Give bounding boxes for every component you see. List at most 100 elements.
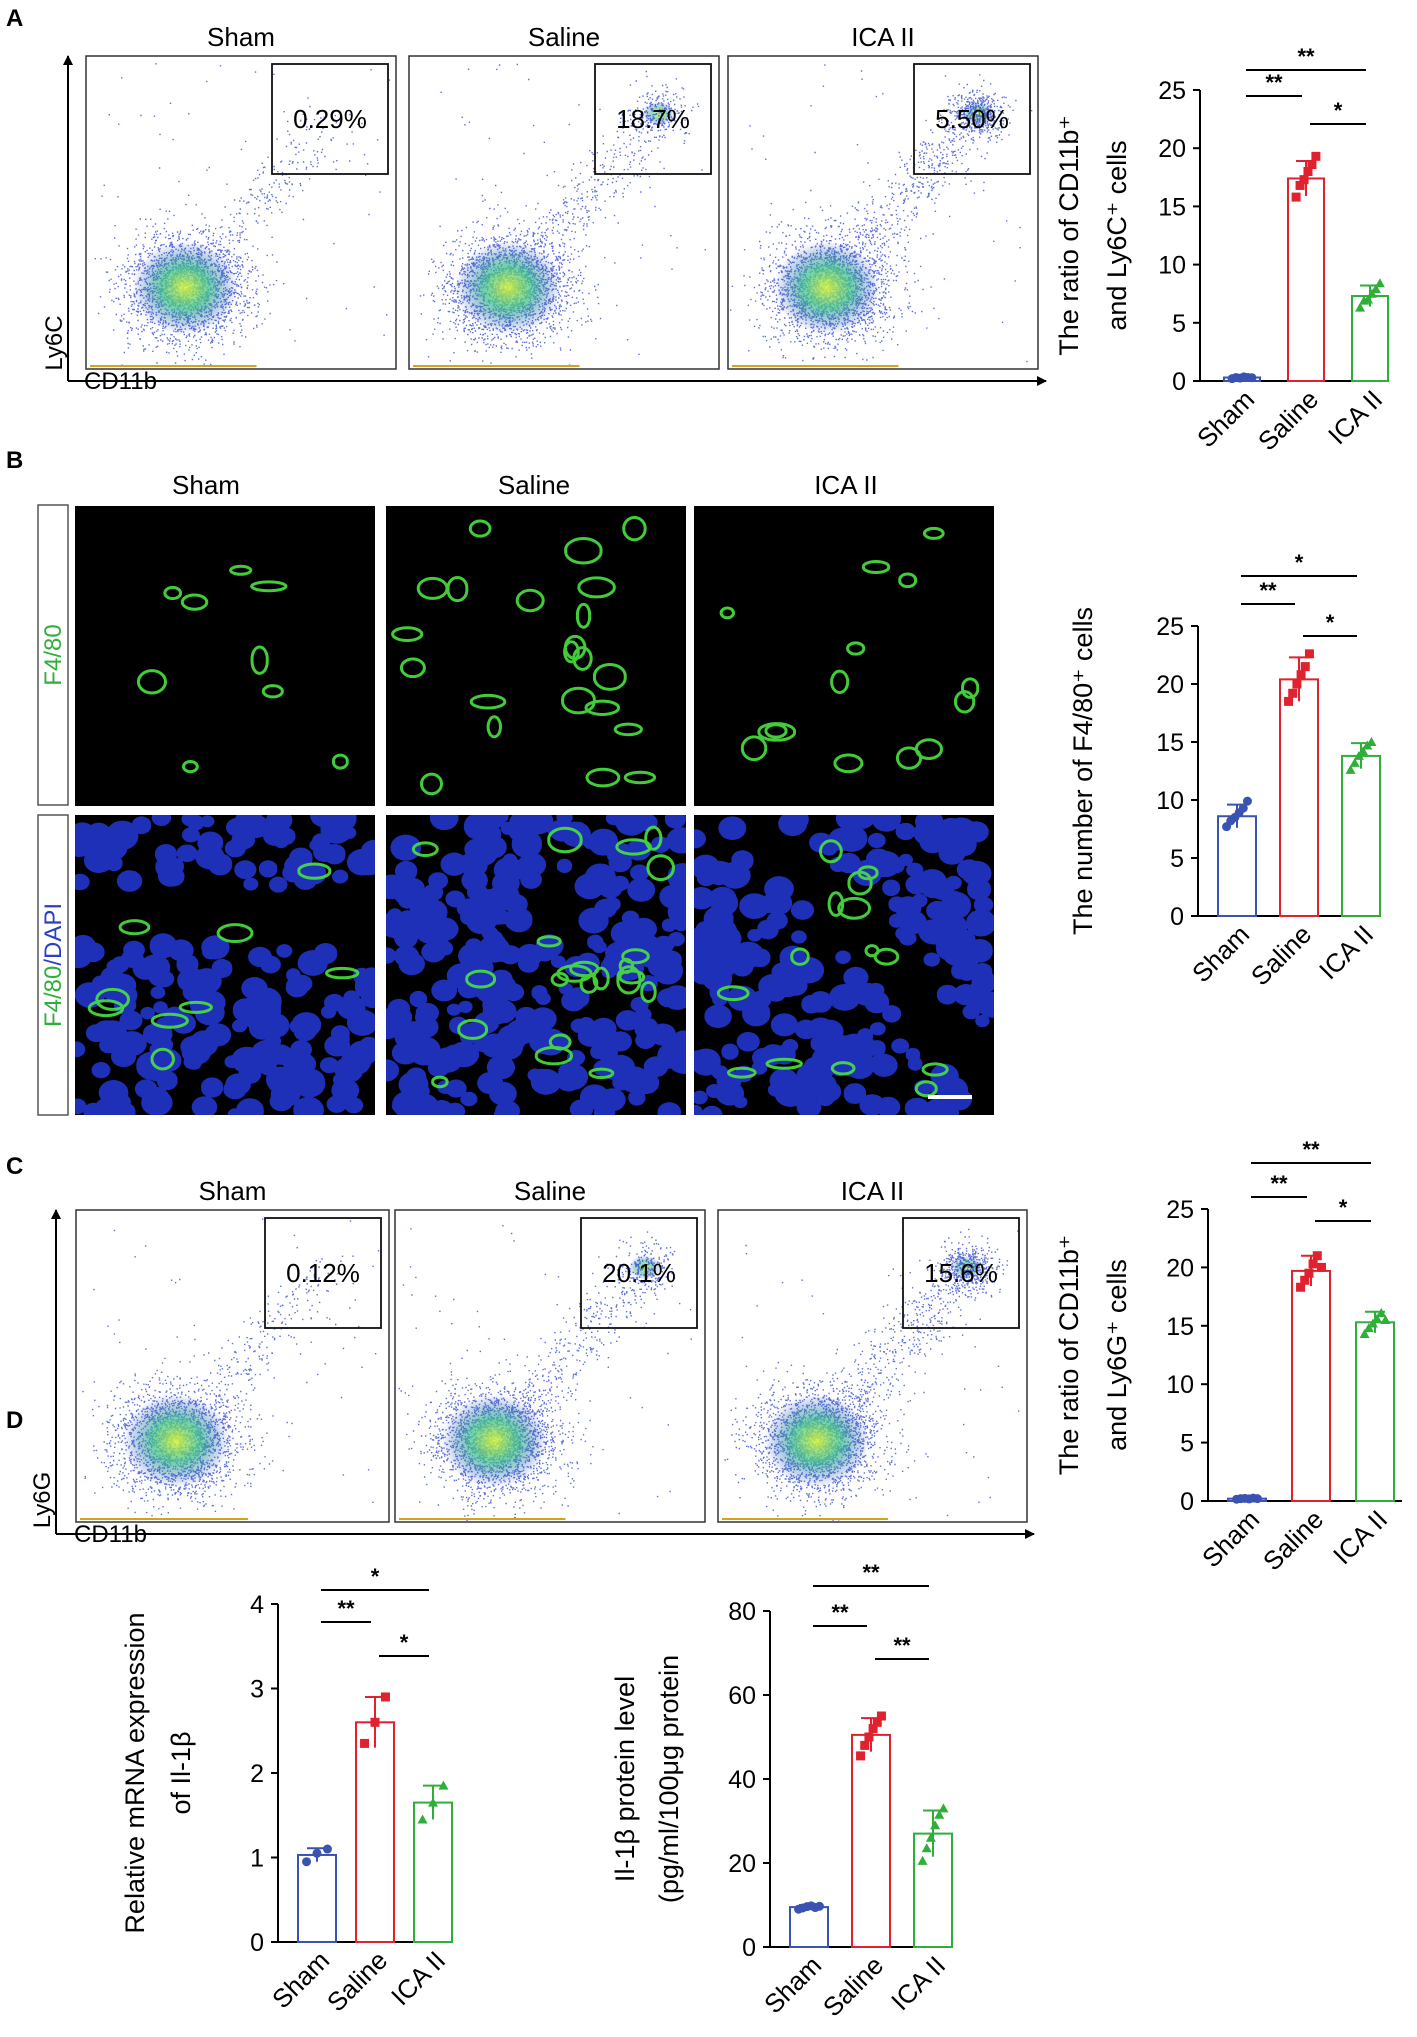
flow-title-sham: Sham: [207, 22, 275, 52]
data-point-ica-ii: [930, 1820, 941, 1830]
row-label-dapi-part: DAPI: [40, 903, 67, 959]
significance-label: *: [1339, 1195, 1348, 1220]
micrograph-bg-ica-ii-f480: [694, 506, 994, 806]
significance-label: **: [1302, 1137, 1320, 1162]
data-point-ica-ii: [438, 1780, 449, 1790]
bar-y-tick-label: 15: [1166, 1313, 1194, 1341]
flow-gate-sham: [264, 1217, 382, 1329]
bar-y-tick-label: 4: [250, 1591, 264, 1619]
data-point-saline: [1284, 696, 1294, 706]
f480-stain-ica-ii-merge: [716, 839, 949, 1098]
bar-y-tick-label: 15: [1156, 729, 1184, 757]
micro-col-title-ica: ICA II: [814, 470, 878, 500]
bar-ica-ii: [413, 1801, 453, 1943]
data-point-saline: [1295, 180, 1305, 190]
significance-label: *: [1334, 98, 1343, 123]
data-point-saline: [1292, 679, 1302, 689]
row-label-box-top: [37, 504, 69, 806]
flow-scatter-ica-ii: [730, 64, 1033, 367]
bar-y-tick-label: 1: [250, 1845, 264, 1873]
flow-gate-percent-saline: 18.7%: [616, 104, 690, 134]
flow-gate-percent-ica-ii: 5.50%: [935, 104, 1009, 134]
data-point-saline: [876, 1711, 886, 1721]
micrograph-saline-f480: [386, 506, 686, 806]
data-point-ica-ii: [428, 1797, 438, 1807]
bar-y-tick-label: 25: [1158, 77, 1186, 105]
flow-scatter-saline: [398, 1225, 698, 1522]
bar-x-tick-label: Sham: [1186, 919, 1255, 988]
bar-y-tick-label: 15: [1158, 193, 1186, 221]
flow-scatter-sham: [80, 1218, 380, 1521]
flow-events-ica-ii: [730, 64, 1033, 363]
flow-plot-frame-ica-ii: [727, 55, 1039, 370]
data-point-saline: [1311, 151, 1321, 161]
row-label-sep: /: [40, 959, 67, 966]
bar-x-tick-label: Sham: [1191, 384, 1260, 453]
bar-y-tick-label: 25: [1156, 613, 1184, 641]
panel-letter-a: A: [6, 5, 23, 32]
bar-x-tick-label: Sham: [1196, 1504, 1265, 1573]
data-point-sham: [1238, 803, 1248, 813]
data-point-sham: [1247, 373, 1257, 383]
micrograph-sham-merge: [75, 815, 375, 1115]
data-point-saline: [1300, 1275, 1310, 1285]
bar-y-tick-label: 25: [1166, 1196, 1194, 1224]
data-point-saline: [1308, 1259, 1318, 1269]
bar-y-axis-label: The number of F4/80⁺ cells: [1068, 607, 1098, 935]
significance-label: **: [1297, 44, 1315, 69]
significance-label: **: [337, 1596, 355, 1621]
data-point-saline: [1312, 1251, 1322, 1261]
data-point-ica-ii: [1380, 1314, 1391, 1324]
significance-label: **: [893, 1633, 911, 1658]
bar-y-tick-label: 40: [728, 1766, 756, 1794]
data-point-sham: [1242, 796, 1252, 806]
flow-density-core-ica-ii: [774, 241, 880, 335]
data-point-saline: [864, 1732, 874, 1742]
flow-scatter-saline: [413, 63, 706, 367]
flow-title-ica-ii: ICA II: [841, 1176, 905, 1206]
bar-y-tick-label: 5: [1180, 1430, 1194, 1458]
bar-y-axis-label: The ratio of CD11b⁺: [1054, 115, 1084, 355]
bar-ica-ii: [1355, 1321, 1395, 1503]
data-point-ica-ii: [1359, 1328, 1370, 1338]
bar-y-tick-label: 5: [1172, 310, 1186, 338]
bar-y-tick-label: 0: [1180, 1488, 1194, 1516]
flow-density-core-saline: [455, 241, 561, 335]
f480-stain-saline-f480: [391, 516, 657, 796]
flow-title-saline: Saline: [528, 22, 600, 52]
data-point-ica-ii: [1363, 1323, 1374, 1333]
bar-y-axis-label: of Il-1β: [166, 1731, 196, 1814]
bar-y-tick-label: 3: [250, 1676, 264, 1704]
microscopy-panel-b: Sham Saline ICA II F4/80 F4/80/DAPI: [37, 470, 994, 1116]
data-point-saline: [1296, 670, 1306, 680]
data-point-ica-ii: [1363, 294, 1374, 304]
bar-y-tick-label: 20: [1166, 1254, 1194, 1282]
bar-y-tick-label: 60: [728, 1682, 756, 1710]
data-point-ica-ii: [925, 1832, 936, 1842]
f480-stain-saline-merge: [411, 825, 676, 1089]
data-point-saline: [1316, 1262, 1326, 1272]
bar-x-tick-label: Saline: [817, 1950, 889, 2022]
data-point-ica-ii: [1366, 288, 1377, 298]
bar-saline: [1291, 1269, 1331, 1503]
micro-col-title-saline: Saline: [498, 470, 570, 500]
flow-gate-percent-ica-ii: 15.6%: [924, 1258, 998, 1288]
flow-gate-percent-saline: 20.1%: [602, 1258, 676, 1288]
bar-x-tick-label: Sham: [758, 1950, 827, 2019]
data-point-saline: [1296, 1282, 1306, 1292]
flow-gate-saline: [580, 1217, 698, 1329]
bar-y-tick-label: 20: [1158, 135, 1186, 163]
bar-y-tick-label: 10: [1166, 1371, 1194, 1399]
flow-density-core-saline: [441, 1394, 547, 1488]
data-point-ica-ii: [1370, 284, 1381, 294]
bar-y-axis-label: Il-1β protein level: [610, 1676, 640, 1882]
flow-plot-frame-sham: [75, 1209, 390, 1523]
data-point-sham: [312, 1848, 322, 1858]
flow-gate-saline: [594, 63, 712, 175]
flow-y-axis-label: Ly6C: [41, 315, 68, 370]
bar-y-axis-label: and Ly6G⁺ cells: [1102, 1259, 1132, 1451]
